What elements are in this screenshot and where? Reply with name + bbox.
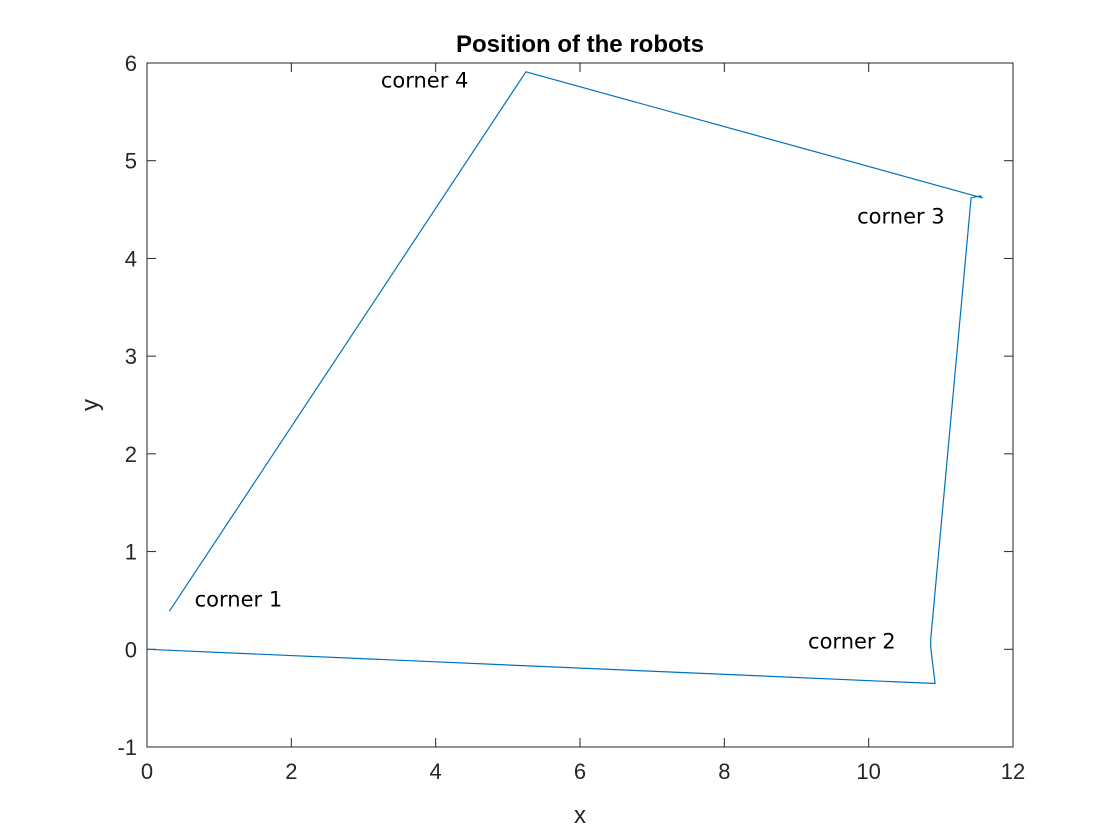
- y-axis-label: y: [77, 399, 104, 411]
- data-layer: [146, 71, 983, 685]
- annotations-layer: corner 1 corner 2 corner 3 corner 4: [195, 68, 945, 653]
- y-tick-label: -1: [117, 735, 137, 760]
- y-tick-label: 2: [125, 442, 137, 467]
- x-tick-label: 6: [574, 759, 586, 784]
- x-tick-label: 0: [141, 759, 153, 784]
- corner-annotation: corner 2: [808, 629, 896, 653]
- chart-title: Position of the robots: [456, 31, 704, 58]
- x-tick-label: 8: [718, 759, 730, 784]
- plot-area: [147, 63, 1013, 747]
- y-tick-label: 4: [125, 246, 137, 271]
- y-tick-label: 3: [125, 344, 137, 369]
- x-axis-label: x: [574, 802, 586, 829]
- x-tick-label: 10: [856, 759, 880, 784]
- axes-box: [146, 62, 1014, 748]
- x-tick-label: 2: [285, 759, 297, 784]
- corner-annotation: corner 1: [195, 587, 283, 611]
- corner-annotation: corner 4: [381, 68, 469, 92]
- corner-annotation: corner 3: [857, 204, 945, 228]
- x-tick-label: 4: [430, 759, 442, 784]
- robot-path-line: [146, 71, 983, 685]
- x-tick-label: 12: [1001, 759, 1025, 784]
- y-tick-label: 5: [125, 149, 137, 174]
- y-tick-label: 1: [125, 540, 137, 565]
- y-tick-label: 6: [125, 51, 137, 76]
- y-tick-label: 0: [125, 637, 137, 662]
